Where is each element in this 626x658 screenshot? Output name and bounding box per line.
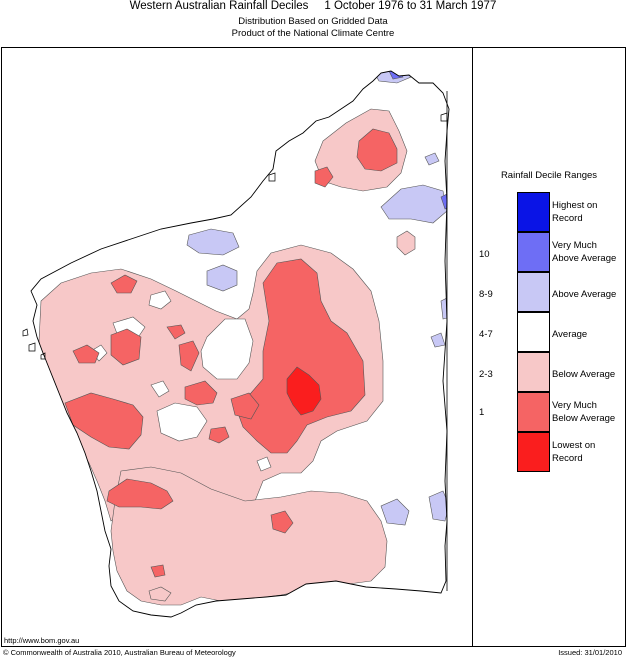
swatch-very-much-above-average bbox=[517, 232, 550, 272]
swatch-very-much-below-average bbox=[517, 392, 550, 432]
map-title: Western Australian Rainfall Deciles 1 Oc… bbox=[129, 0, 497, 12]
swatch-lowest-on-record bbox=[517, 432, 550, 472]
legend-title: Rainfall Decile Ranges bbox=[500, 170, 598, 181]
rainfall-decile-map bbox=[22, 70, 450, 618]
copyright-notice: © Commonwealth of Australia 2010, Austra… bbox=[3, 648, 236, 657]
decile-8-9: 8-9 bbox=[479, 289, 493, 300]
legend-label-lowest-on-record: Lowest on Record bbox=[552, 440, 596, 464]
legend-label-very-much-below-average: Very Much Below Average bbox=[552, 400, 616, 424]
decile-2-3: 2-3 bbox=[479, 369, 493, 380]
decile-1: 1 bbox=[479, 407, 485, 418]
swatch-above-average bbox=[517, 272, 550, 312]
decile-4-7: 4-7 bbox=[479, 329, 493, 340]
lowest-on-record-areas bbox=[286, 366, 322, 416]
swatch-below-average bbox=[517, 352, 550, 392]
issued-date: Issued: 31/01/2010 bbox=[558, 648, 622, 657]
map-subtitle-product: Product of the National Climate Centre bbox=[231, 28, 395, 39]
very-much-below-average-areas bbox=[64, 128, 398, 578]
bom-website-link[interactable]: http://www.bom.gov.au bbox=[4, 636, 80, 645]
legend-label-below-average: Below Average bbox=[552, 369, 616, 380]
map-panel bbox=[1, 47, 474, 647]
legend-label-above-average: Above Average bbox=[552, 289, 617, 300]
map-subtitle-distribution: Distribution Based on Gridded Data bbox=[238, 16, 388, 27]
islands bbox=[22, 112, 448, 360]
swatch-highest-on-record bbox=[517, 192, 550, 232]
average-areas bbox=[90, 290, 272, 472]
legend-label-highest-on-record: Highest on Record bbox=[552, 200, 598, 224]
legend-label-average: Average bbox=[552, 329, 588, 340]
legend-label-very-much-above-average: Very Much Above Average bbox=[552, 240, 617, 264]
swatch-average bbox=[517, 312, 550, 352]
legend-panel: Rainfall Decile Ranges Highest on Record … bbox=[472, 47, 626, 647]
decile-10: 10 bbox=[479, 249, 490, 260]
above-average-areas bbox=[186, 71, 449, 526]
